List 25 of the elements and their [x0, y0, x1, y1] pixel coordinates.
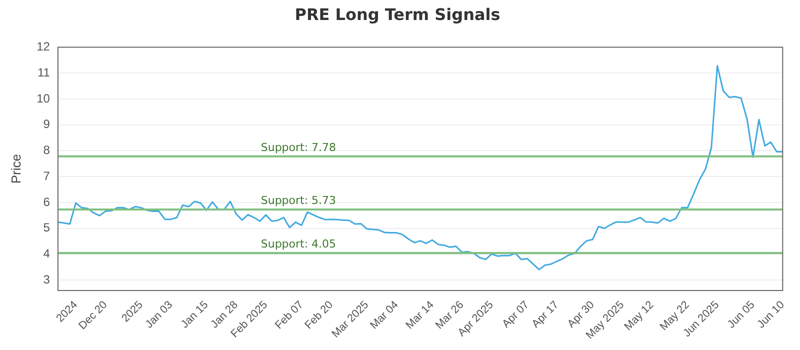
y-tick-label: 9 — [43, 117, 50, 132]
y-tick-label: 4 — [43, 246, 50, 261]
ref-line-label: Support: 5.73 — [260, 194, 336, 207]
y-tick-label: 5 — [43, 220, 50, 235]
x-tick-label: Dec 20 — [76, 298, 110, 332]
x-tick-label: Jun 05 — [725, 298, 758, 331]
x-tick-label: Mar 14 — [404, 298, 436, 332]
y-tick-label: 12 — [36, 40, 50, 54]
x-tick-label: Mar 04 — [368, 298, 401, 332]
y-tick-label: 10 — [36, 91, 50, 106]
y-tick-label: 7 — [43, 168, 50, 183]
x-tick-label: May 12 — [622, 298, 656, 333]
x-tick-label: Jan 15 — [178, 298, 211, 331]
x-tick-label: Jun 10 — [755, 298, 787, 331]
y-tick-label: 3 — [43, 272, 50, 286]
chart-title: PRE Long Term Signals — [294, 4, 500, 24]
y-tick-label: 6 — [43, 194, 50, 209]
y-tick-label: 8 — [43, 143, 50, 158]
ref-line-label: Support: 7.78 — [260, 140, 336, 154]
x-tick-label: Apr 17 — [530, 298, 562, 330]
ref-line-label: Support: 4.05 — [260, 237, 336, 250]
x-tick-label: Jan 03 — [143, 298, 176, 331]
x-tick-label: Apr 07 — [500, 298, 532, 330]
y-axis-title: Price — [8, 154, 24, 184]
y-tick-label: 11 — [37, 65, 50, 80]
